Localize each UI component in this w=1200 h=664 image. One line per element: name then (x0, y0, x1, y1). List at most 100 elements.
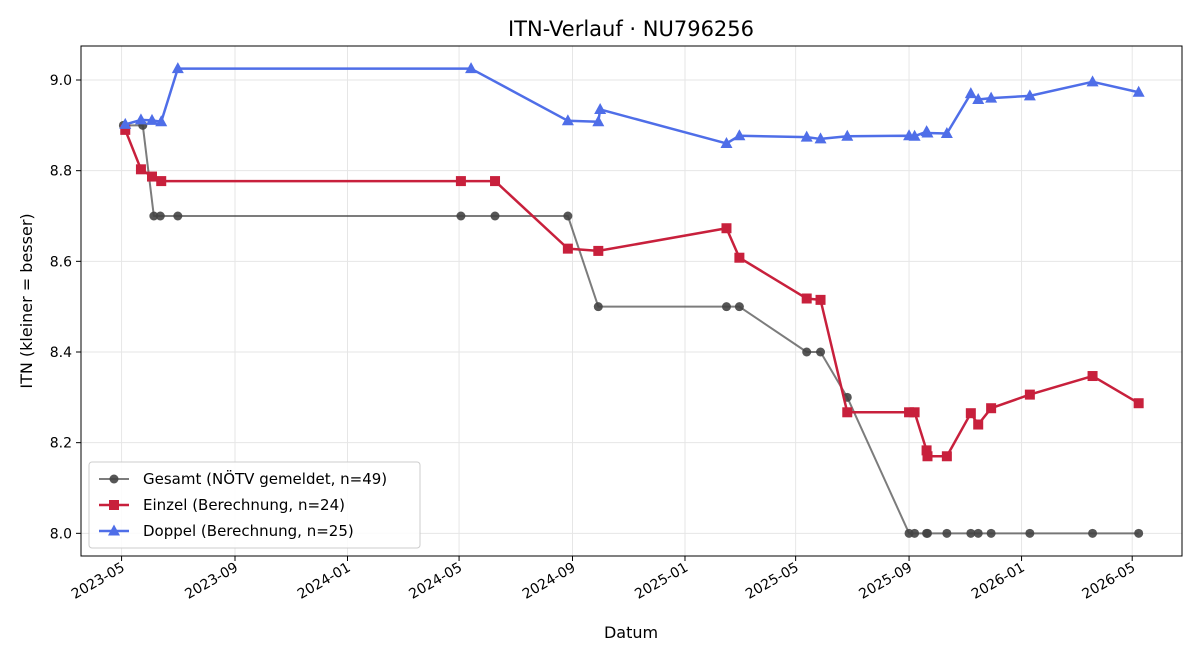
series-markers (118, 120, 1144, 538)
grid-lines (81, 46, 1182, 556)
x-tick-label: 2025-05 (743, 560, 802, 603)
data-point (1088, 528, 1098, 538)
data-point (119, 117, 132, 129)
data-point (120, 124, 131, 135)
x-tick-label: 2025-01 (632, 560, 691, 603)
x-axis-label: Datum (604, 623, 658, 642)
data-point (964, 87, 977, 99)
data-point (815, 294, 826, 305)
series-square (120, 124, 1144, 462)
data-point (908, 129, 921, 141)
data-point (922, 528, 932, 538)
data-point (562, 243, 573, 254)
legend-item: Einzel (Berechnung, n=24) (99, 496, 345, 514)
y-tick-label: 8.6 (50, 254, 72, 270)
chart-title: ITN-Verlauf · NU796256 (508, 17, 754, 41)
data-point (155, 211, 165, 221)
data-point (721, 223, 732, 234)
data-point (456, 211, 466, 221)
data-point (465, 62, 478, 74)
data-point (814, 132, 827, 144)
x-axis: 2023-05 2023-09 2024-01 2024-05 2024-09 2025-… (69, 556, 1138, 603)
data-point (135, 164, 146, 175)
data-point (171, 62, 184, 74)
data-point (733, 129, 746, 141)
data-point (904, 407, 915, 418)
data-point (1133, 398, 1144, 409)
data-point (940, 126, 953, 138)
x-tick-label: 2024-05 (406, 560, 465, 603)
data-point (720, 136, 733, 148)
data-point (455, 176, 466, 187)
data-point (985, 91, 998, 103)
data-point (909, 407, 920, 418)
data-point (973, 528, 983, 538)
data-point (593, 302, 603, 312)
data-point (1025, 528, 1035, 538)
series-markers (119, 62, 1145, 148)
x-tick-label: 2026-01 (969, 560, 1028, 603)
data-point (593, 245, 604, 256)
data-point (173, 211, 183, 221)
data-point (155, 115, 168, 127)
data-point (134, 113, 147, 125)
legend-marker (108, 524, 120, 536)
data-point (986, 403, 997, 414)
series-layer (118, 62, 1145, 538)
legend-label: Gesamt (NÖTV gemeldet, n=49) (143, 469, 387, 488)
data-point (802, 347, 812, 357)
data-point (594, 102, 607, 114)
data-point (721, 302, 731, 312)
x-tick-label: 2024-09 (520, 560, 579, 603)
data-point (965, 408, 976, 419)
data-point (973, 419, 984, 430)
data-point (966, 528, 976, 538)
y-axis: 8.0 8.2 8.4 8.6 8.8 9.0 (50, 73, 81, 542)
x-tick-label: 2025-09 (856, 560, 915, 603)
data-point (842, 407, 853, 418)
data-point (841, 129, 854, 141)
data-point (1132, 85, 1145, 97)
data-point (816, 347, 826, 357)
legend-item: Doppel (Berechnung, n=25) (99, 522, 354, 540)
data-point (490, 176, 501, 187)
x-tick-label: 2023-09 (182, 560, 241, 603)
legend-box (88, 461, 421, 549)
data-point (146, 113, 159, 125)
data-point (801, 293, 812, 304)
data-point (490, 211, 500, 221)
plot-frame (80, 45, 1183, 557)
legend: Gesamt (NÖTV gemeldet, n=49) Einzel (Bere… (88, 461, 421, 549)
legend-label: Doppel (Berechnung, n=25) (143, 522, 354, 540)
legend-item: Gesamt (NÖTV gemeldet, n=49) (99, 469, 387, 488)
x-tick-label: 2024-01 (295, 560, 354, 603)
legend-marker (109, 474, 119, 484)
data-point (921, 445, 932, 456)
data-point (921, 126, 934, 138)
legend-marker (109, 500, 119, 510)
data-point (563, 211, 573, 221)
legend-label: Einzel (Berechnung, n=24) (143, 496, 345, 514)
data-point (734, 252, 745, 263)
data-point (910, 528, 920, 538)
x-tick-label: 2023-05 (69, 560, 128, 603)
data-point (941, 451, 952, 462)
data-point (147, 171, 158, 182)
data-point (1087, 371, 1098, 382)
data-point (800, 130, 813, 142)
data-point (149, 211, 159, 221)
series-circle (118, 120, 1144, 538)
series-markers (120, 124, 1144, 462)
y-tick-label: 8.8 (50, 164, 72, 180)
y-axis-label: ITN (kleiner = besser) (17, 213, 36, 388)
data-point (1086, 75, 1099, 87)
data-point (592, 115, 605, 127)
data-point (922, 451, 933, 462)
y-tick-label: 9.0 (50, 73, 72, 89)
data-point (942, 528, 952, 538)
data-point (986, 528, 996, 538)
data-point (561, 114, 574, 126)
data-point (1024, 389, 1035, 400)
